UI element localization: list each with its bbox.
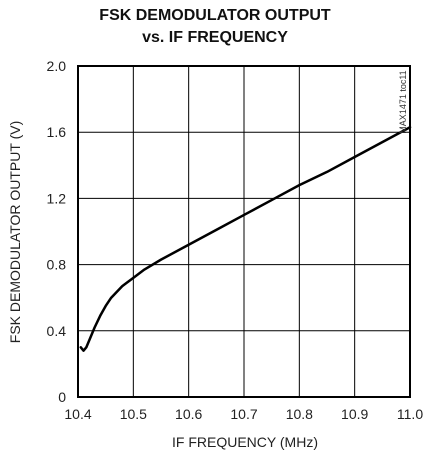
x-tick-label: 10.8 — [286, 406, 313, 422]
chart-title-line1: FSK DEMODULATOR OUTPUT — [99, 7, 331, 24]
y-axis-label: FSK DEMODULATOR OUTPUT (V) — [7, 121, 23, 343]
y-tick-labels: 0 0.4 0.8 1.2 1.6 2.0 — [47, 58, 67, 405]
x-tick-label: 10.4 — [64, 406, 91, 422]
x-tick-label: 10.7 — [230, 406, 257, 422]
x-tick-label: 10.6 — [175, 406, 202, 422]
y-tick-label: 2.0 — [47, 58, 67, 74]
plot-frame — [77, 65, 411, 398]
chart-title-line2: vs. IF FREQUENCY — [142, 29, 288, 46]
x-tick-labels: 10.4 10.5 10.6 10.7 10.8 10.9 11.0 — [64, 406, 423, 422]
x-tick-label: 10.5 — [120, 406, 147, 422]
chart-annotation: MAX1471 toc11 — [398, 70, 408, 133]
series-line-0 — [79, 125, 412, 352]
y-tick-label: 0 — [58, 389, 66, 405]
y-tick-label: 0.8 — [47, 257, 67, 273]
y-tick-label: 1.6 — [47, 124, 67, 140]
grid — [78, 66, 410, 397]
y-tick-label: 0.4 — [47, 323, 67, 339]
x-tick-label: 11.0 — [397, 406, 423, 422]
series-group — [79, 125, 412, 352]
x-axis-label: IF FREQUENCY (MHz) — [172, 434, 318, 450]
x-tick-label: 10.9 — [341, 406, 368, 422]
y-tick-label: 1.2 — [47, 190, 67, 206]
